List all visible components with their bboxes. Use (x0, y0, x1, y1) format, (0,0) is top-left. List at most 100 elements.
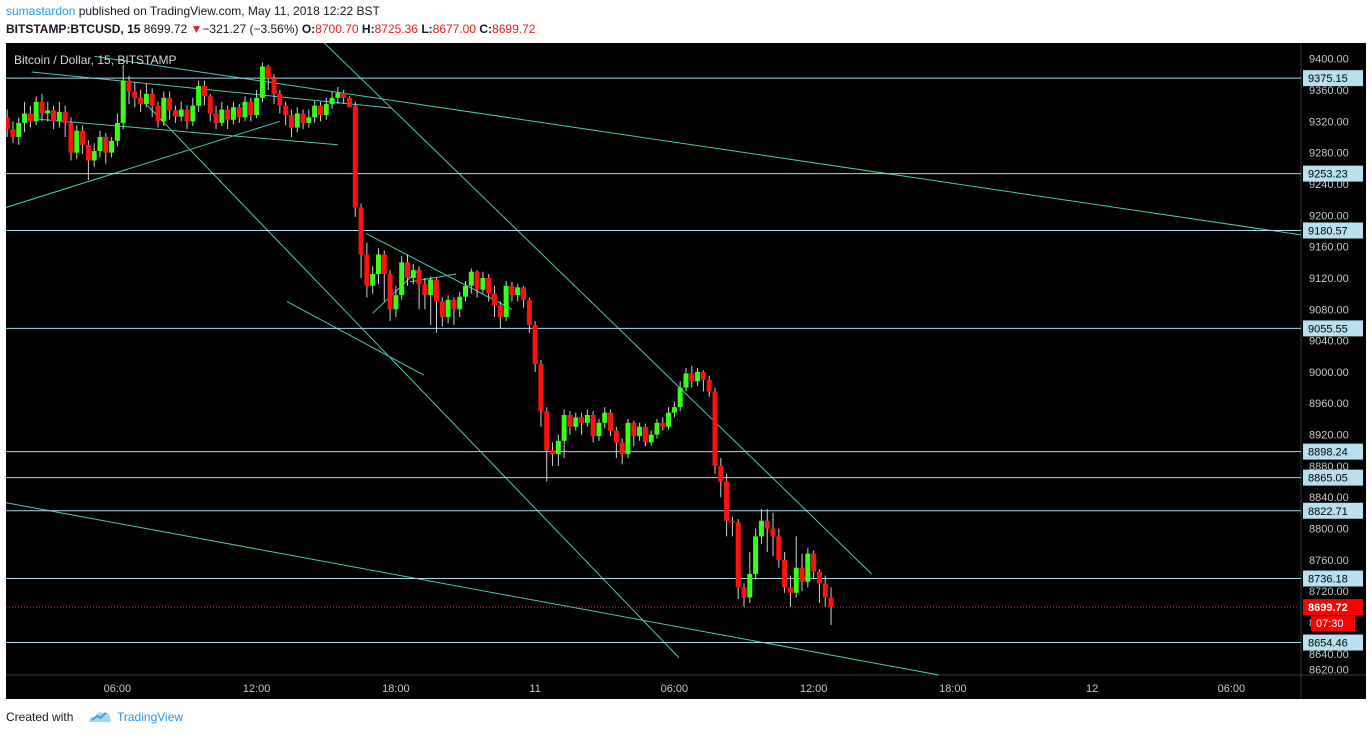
time-tick-label: 06:00 (661, 683, 689, 695)
low-label: L: (421, 22, 433, 36)
candle-body-down (381, 254, 387, 275)
candle-body-down (706, 379, 712, 392)
candle-body-up (259, 66, 265, 98)
price-level-tag (1303, 222, 1363, 239)
close-value: 8699.72 (492, 22, 536, 36)
candle-body-down (735, 522, 741, 588)
price-tick-label: 8920.00 (1309, 430, 1349, 442)
candle-body-up (573, 417, 579, 427)
candle-body-down (404, 262, 410, 278)
candle-body-up (648, 434, 654, 443)
price-level-tag-label: 9180.57 (1308, 226, 1348, 238)
candle-body-up (596, 422, 602, 437)
candle-body-down (352, 105, 358, 208)
author-link[interactable]: sumastardon (6, 4, 76, 18)
time-tick-label: 12:00 (800, 683, 828, 695)
price-tick-label: 9000.00 (1309, 367, 1349, 379)
candle-body-down (689, 373, 695, 382)
countdown-label: 07:30 (1316, 618, 1344, 630)
candle-body-up (584, 414, 590, 423)
price-tick-label: 9040.00 (1309, 336, 1349, 348)
candle-body-up (503, 285, 509, 318)
candle-body-down (225, 109, 231, 120)
candle-body-down (68, 122, 74, 153)
candle-body-up (109, 140, 115, 153)
candle-body-down (811, 553, 817, 572)
candle-body-down (776, 536, 782, 560)
price-level-tag-label: 8654.46 (1308, 638, 1348, 650)
price-level-tag-label: 8736.18 (1308, 574, 1348, 586)
candle-body-up (561, 414, 567, 441)
price-change: −321.27 (−3.56%) (202, 22, 299, 36)
candle-body-down (172, 110, 178, 117)
candle-body-down (201, 86, 207, 97)
candle-body-down (126, 80, 132, 92)
candle-body-down (741, 587, 747, 598)
candle-body-down (816, 571, 822, 584)
chart-area[interactable]: 8620.008640.008680.008720.008760.008800.… (6, 43, 1366, 699)
candle-body-down (712, 391, 718, 466)
trendline (365, 232, 513, 310)
price-level-tag (1303, 443, 1363, 460)
candle-body-down (700, 371, 706, 380)
candle-body-down (544, 411, 550, 451)
candle-body-up (393, 295, 399, 310)
price-tick-label: 8620.00 (1309, 665, 1349, 677)
candle-body-down (787, 587, 793, 593)
candle-body-down (387, 274, 393, 310)
open-value: 8700.70 (315, 22, 359, 36)
time-tick-label: 12:00 (243, 683, 271, 695)
trendline (323, 43, 873, 575)
price-tick-label: 8840.00 (1309, 492, 1349, 504)
candle-body-up (753, 536, 759, 574)
price-tick-label: 9160.00 (1309, 242, 1349, 254)
candle-body-up (323, 104, 329, 116)
price-tick-label: 9360.00 (1309, 85, 1349, 97)
candle-body-up (625, 422, 631, 455)
candle-body-down (608, 412, 614, 431)
candle-body-down (288, 115, 294, 128)
tradingview-logo-icon[interactable] (88, 709, 112, 723)
candle-body-down (265, 66, 271, 79)
price-tick-label: 9080.00 (1309, 304, 1349, 316)
candle-body-down (799, 567, 805, 582)
candle-body-down (718, 465, 724, 482)
candle-body-down (770, 528, 776, 537)
candle-body-up (91, 151, 97, 161)
candle-body-down (486, 277, 492, 294)
price-tick-label: 8960.00 (1309, 398, 1349, 410)
price-level-tag-label: 8898.24 (1308, 447, 1348, 459)
candle-body-down (358, 207, 364, 255)
candle-body-down (764, 520, 770, 529)
candle-body-down (724, 481, 730, 521)
publish-line: sumastardon published on TradingView.com… (6, 4, 380, 18)
time-tick-label: 18:00 (382, 683, 410, 695)
time-tick-label: 12 (1086, 683, 1098, 695)
price-level-tag (1303, 570, 1363, 587)
candle-body-down (283, 105, 289, 116)
candle-body-down (149, 93, 155, 106)
candle-body-down (364, 254, 370, 286)
candle-body-up (375, 254, 381, 275)
candlestick-chart[interactable]: 8620.008640.008680.008720.008760.008800.… (6, 43, 1366, 699)
candle-body-up (555, 440, 561, 455)
candle-body-up (410, 270, 416, 278)
candle-body-down (213, 113, 219, 123)
candle-body-up (747, 573, 753, 598)
price-tick-label: 8640.00 (1309, 649, 1349, 661)
time-tick-label: 06:00 (1218, 683, 1246, 695)
tradingview-link[interactable]: TradingView (117, 710, 184, 724)
candle-body-up (97, 136, 103, 152)
candle-body-up (677, 387, 683, 408)
price-tick-label: 9400.00 (1309, 54, 1349, 66)
candle-body-down (132, 91, 138, 98)
candle-body-down (341, 93, 347, 98)
candle-body-down (822, 583, 828, 598)
candle-body-up (758, 520, 764, 537)
candle-body-up (671, 407, 677, 413)
symbol-label: BITSTAMP:BTCUSD, 15 (6, 22, 141, 36)
price-tick-label: 9320.00 (1309, 116, 1349, 128)
price-tick-label: 9200.00 (1309, 210, 1349, 222)
candle-body-down (184, 109, 190, 122)
candle-body-down (642, 426, 648, 443)
